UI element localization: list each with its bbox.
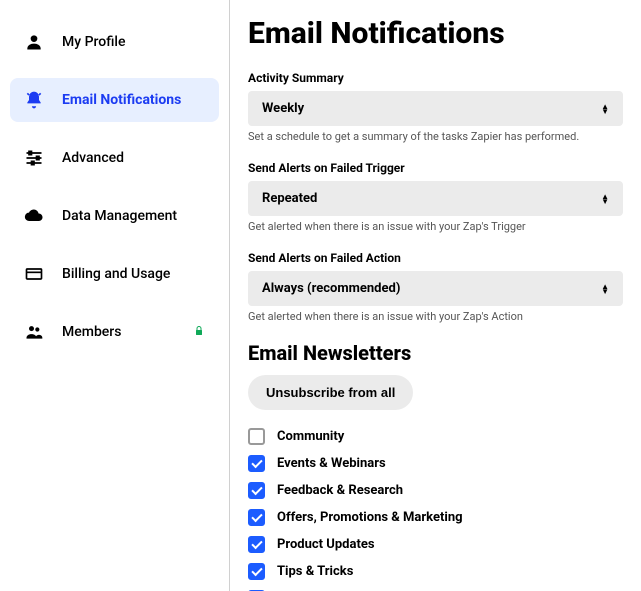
- main-content: Email Notifications Activity Summary Wee…: [230, 0, 641, 591]
- select-activity-summary[interactable]: Weekly ▲▼: [248, 91, 623, 126]
- sidebar-item-label: My Profile: [62, 34, 205, 50]
- newsletter-item-tips-tricks[interactable]: Tips & Tricks: [248, 563, 623, 580]
- sidebar-item-label: Advanced: [62, 150, 205, 166]
- checkbox-icon: [248, 563, 265, 580]
- field-label-failed-trigger: Send Alerts on Failed Trigger: [248, 161, 623, 175]
- sidebar-item-advanced[interactable]: Advanced: [10, 136, 219, 180]
- sidebar-item-label: Members: [62, 324, 193, 340]
- help-text: Get alerted when there is an issue with …: [248, 220, 623, 233]
- sidebar-item-label: Email Notifications: [62, 92, 205, 108]
- cloud-icon: [24, 206, 44, 226]
- profile-icon: [24, 32, 44, 52]
- sidebar-item-label: Data Management: [62, 208, 205, 224]
- checkbox-label: Tips & Tricks: [277, 564, 353, 579]
- members-icon: [24, 322, 44, 342]
- newsletter-item-offers-promotions[interactable]: Offers, Promotions & Marketing: [248, 509, 623, 526]
- page-title: Email Notifications: [248, 16, 623, 51]
- checkbox-label: Feedback & Research: [277, 483, 403, 498]
- newsletter-item-product-updates[interactable]: Product Updates: [248, 536, 623, 553]
- bell-icon: [24, 90, 44, 110]
- field-label-failed-action: Send Alerts on Failed Action: [248, 251, 623, 265]
- sliders-icon: [24, 148, 44, 168]
- checkbox-label: Product Updates: [277, 537, 375, 552]
- sidebar-item-label: Billing and Usage: [62, 266, 205, 282]
- checkbox-icon: [248, 428, 265, 445]
- sidebar-item-billing-and-usage[interactable]: Billing and Usage: [10, 252, 219, 296]
- checkbox-icon: [248, 455, 265, 472]
- checkbox-icon: [248, 509, 265, 526]
- help-text: Set a schedule to get a summary of the t…: [248, 130, 623, 143]
- select-value: Always (recommended): [262, 281, 400, 296]
- sidebar-item-data-management[interactable]: Data Management: [10, 194, 219, 238]
- checkbox-icon: [248, 482, 265, 499]
- sidebar-item-email-notifications[interactable]: Email Notifications: [10, 78, 219, 122]
- checkbox-label: Community: [277, 429, 344, 444]
- checkbox-icon: [248, 536, 265, 553]
- help-text: Get alerted when there is an issue with …: [248, 310, 623, 323]
- select-failed-action[interactable]: Always (recommended) ▲▼: [248, 271, 623, 306]
- field-label-activity-summary: Activity Summary: [248, 71, 623, 85]
- checkbox-label: Events & Webinars: [277, 456, 386, 471]
- newsletter-item-events-webinars[interactable]: Events & Webinars: [248, 455, 623, 472]
- newsletters-title: Email Newsletters: [248, 341, 623, 365]
- select-arrows-icon: ▲▼: [601, 104, 609, 114]
- sidebar-item-my-profile[interactable]: My Profile: [10, 20, 219, 64]
- select-value: Repeated: [262, 191, 317, 206]
- checkbox-label: Offers, Promotions & Marketing: [277, 510, 463, 525]
- unsubscribe-all-button[interactable]: Unsubscribe from all: [248, 375, 413, 410]
- sidebar-item-members[interactable]: Members: [10, 310, 219, 354]
- lock-icon: [193, 325, 205, 340]
- select-value: Weekly: [262, 101, 304, 116]
- newsletter-item-feedback-research[interactable]: Feedback & Research: [248, 482, 623, 499]
- card-icon: [24, 264, 44, 284]
- select-arrows-icon: ▲▼: [601, 284, 609, 294]
- sidebar: My Profile Email Notifications Advanced …: [0, 0, 230, 591]
- newsletter-item-community[interactable]: Community: [248, 428, 623, 445]
- select-failed-trigger[interactable]: Repeated ▲▼: [248, 181, 623, 216]
- select-arrows-icon: ▲▼: [601, 194, 609, 204]
